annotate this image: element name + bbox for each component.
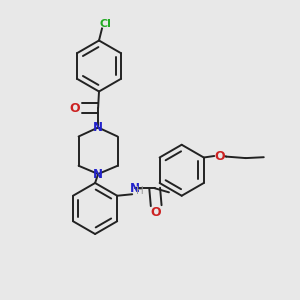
- Text: Cl: Cl: [99, 19, 111, 29]
- Text: N: N: [130, 182, 140, 195]
- Text: N: N: [93, 121, 103, 134]
- Text: O: O: [70, 101, 80, 115]
- Text: O: O: [214, 149, 225, 163]
- Text: H: H: [136, 186, 144, 196]
- Text: O: O: [151, 206, 161, 219]
- Text: N: N: [93, 167, 103, 181]
